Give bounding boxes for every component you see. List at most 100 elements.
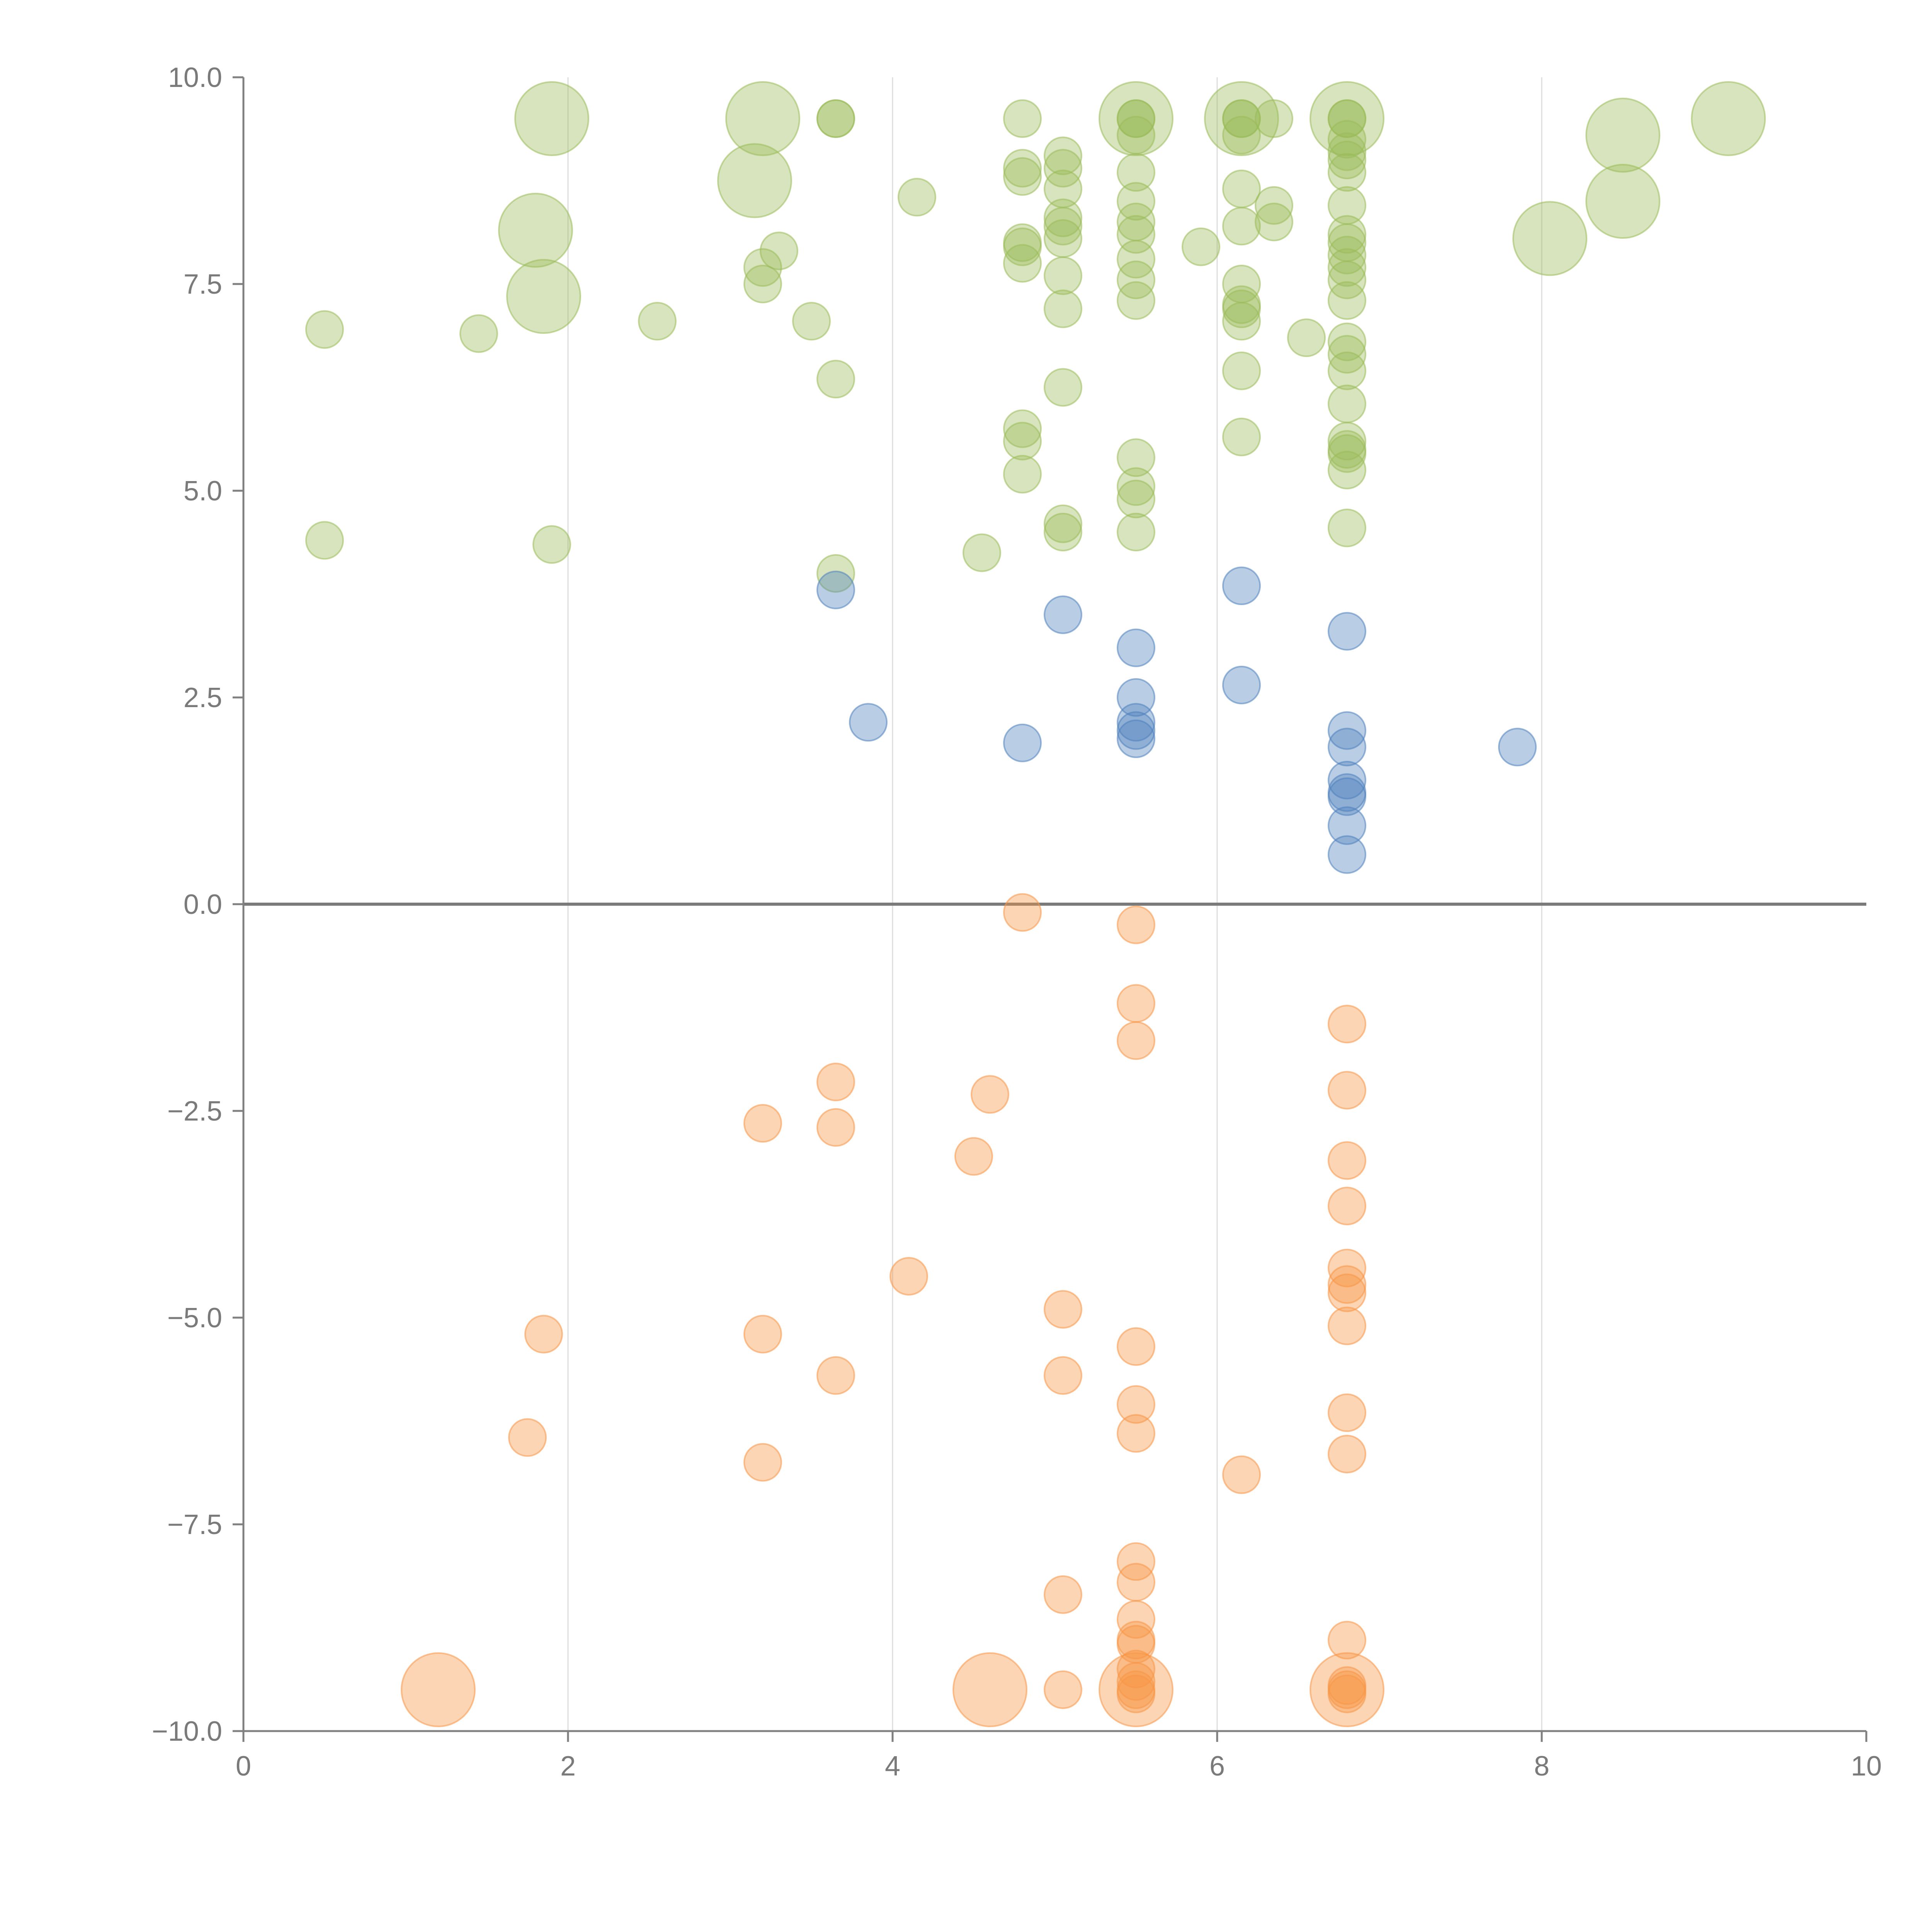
data-point-high bbox=[1003, 244, 1042, 283]
data-point-mid bbox=[1328, 612, 1366, 651]
data-point-high bbox=[1117, 182, 1155, 221]
data-point-high bbox=[1328, 153, 1366, 192]
data-point-high bbox=[816, 99, 855, 138]
data-point-high bbox=[1222, 169, 1261, 208]
data-point-high bbox=[1328, 281, 1366, 320]
data-point-high bbox=[1328, 351, 1366, 390]
data-point-high bbox=[1044, 513, 1082, 551]
data-point-low bbox=[1117, 1542, 1155, 1581]
data-point-high bbox=[760, 231, 798, 270]
x-tick-label: 6 bbox=[1209, 1751, 1225, 1782]
data-point-mid bbox=[1328, 777, 1366, 816]
data-point-mid bbox=[1328, 761, 1366, 799]
data-point-high bbox=[816, 554, 855, 593]
data-point-high bbox=[1003, 99, 1042, 138]
data-point-low bbox=[1117, 1385, 1155, 1424]
data-point-high bbox=[1003, 455, 1042, 494]
data-point-mid bbox=[1498, 728, 1537, 767]
x-tick-label: 4 bbox=[885, 1751, 900, 1782]
data-point-high bbox=[725, 81, 800, 156]
data-point-high bbox=[1328, 120, 1366, 159]
data-point-high bbox=[1328, 335, 1366, 374]
data-point-high bbox=[305, 310, 344, 349]
data-point-high bbox=[1328, 434, 1366, 473]
data-point-low bbox=[1099, 1652, 1173, 1727]
data-point-low bbox=[1117, 1414, 1155, 1453]
data-point-high bbox=[1044, 289, 1082, 328]
y-tick-label: −5.0 bbox=[167, 1303, 222, 1333]
data-point-low bbox=[1328, 1005, 1366, 1044]
series-high bbox=[305, 81, 1766, 593]
data-point-high bbox=[1117, 480, 1155, 519]
data-point-high bbox=[1044, 504, 1082, 543]
data-point-low bbox=[1044, 1575, 1082, 1614]
data-point-low bbox=[1117, 1662, 1155, 1701]
data-point-high bbox=[1222, 351, 1261, 390]
data-point-high bbox=[514, 81, 589, 156]
data-point-mid bbox=[1117, 719, 1155, 758]
data-point-low bbox=[1117, 905, 1155, 944]
data-point-low bbox=[1044, 1290, 1082, 1329]
data-point-mid bbox=[1117, 711, 1155, 750]
data-point-high bbox=[1328, 509, 1366, 548]
data-point-low bbox=[1328, 1265, 1366, 1304]
data-point-low bbox=[952, 1652, 1027, 1727]
y-tick-label: 5.0 bbox=[184, 476, 222, 507]
data-point-high bbox=[1182, 227, 1220, 266]
data-point-high bbox=[1691, 81, 1766, 156]
data-point-mid bbox=[816, 570, 855, 609]
data-point-high bbox=[1044, 198, 1082, 237]
data-point-high bbox=[1287, 318, 1326, 357]
y-tick-label: 0.0 bbox=[184, 889, 222, 920]
data-point-low bbox=[743, 1443, 782, 1482]
data-point-low bbox=[1044, 1670, 1082, 1709]
data-point-low bbox=[1328, 1141, 1366, 1180]
series-mid bbox=[816, 566, 1537, 874]
data-point-low bbox=[816, 1063, 855, 1102]
data-point-mid bbox=[1044, 595, 1082, 634]
data-point-low bbox=[889, 1257, 928, 1296]
data-point-high bbox=[1044, 149, 1082, 188]
data-point-high bbox=[1044, 207, 1082, 246]
data-point-high bbox=[1255, 99, 1293, 138]
data-point-high bbox=[305, 521, 344, 560]
data-point-high bbox=[1117, 438, 1155, 477]
data-point-low bbox=[1044, 1356, 1082, 1395]
data-point-low bbox=[1117, 984, 1155, 1023]
data-points bbox=[305, 81, 1766, 1727]
data-point-high bbox=[1328, 99, 1366, 138]
data-point-high bbox=[1003, 157, 1042, 196]
data-point-low bbox=[1117, 1674, 1155, 1713]
data-point-high bbox=[816, 360, 855, 399]
data-point-high bbox=[1222, 99, 1261, 138]
data-point-high bbox=[1328, 422, 1366, 461]
data-point-high bbox=[792, 302, 831, 341]
data-point-high bbox=[1003, 409, 1042, 448]
data-point-high bbox=[532, 525, 571, 564]
data-point-high bbox=[1117, 153, 1155, 192]
data-point-mid bbox=[1328, 835, 1366, 874]
data-point-low bbox=[1117, 1021, 1155, 1060]
data-point-mid bbox=[1222, 665, 1261, 704]
data-point-high bbox=[1328, 215, 1366, 254]
data-point-low bbox=[1117, 1563, 1155, 1602]
data-point-mid bbox=[1328, 806, 1366, 845]
data-point-high bbox=[1117, 513, 1155, 551]
data-point-low bbox=[816, 1108, 855, 1147]
data-point-low bbox=[1328, 1071, 1366, 1110]
y-tick-label: −7.5 bbox=[167, 1509, 222, 1540]
series-low bbox=[401, 893, 1384, 1727]
data-point-high bbox=[1222, 417, 1261, 456]
data-point-high bbox=[1003, 227, 1042, 266]
data-point-high bbox=[1255, 202, 1293, 242]
data-point-low bbox=[1328, 1674, 1366, 1713]
data-point-high bbox=[498, 192, 573, 268]
data-point-low bbox=[1310, 1652, 1384, 1727]
data-point-high bbox=[1044, 368, 1082, 407]
data-point-low bbox=[508, 1418, 547, 1457]
data-point-high bbox=[1117, 99, 1155, 138]
data-point-high bbox=[1585, 164, 1660, 239]
x-tick-label: 10 bbox=[1851, 1751, 1882, 1782]
data-point-mid bbox=[849, 703, 888, 742]
